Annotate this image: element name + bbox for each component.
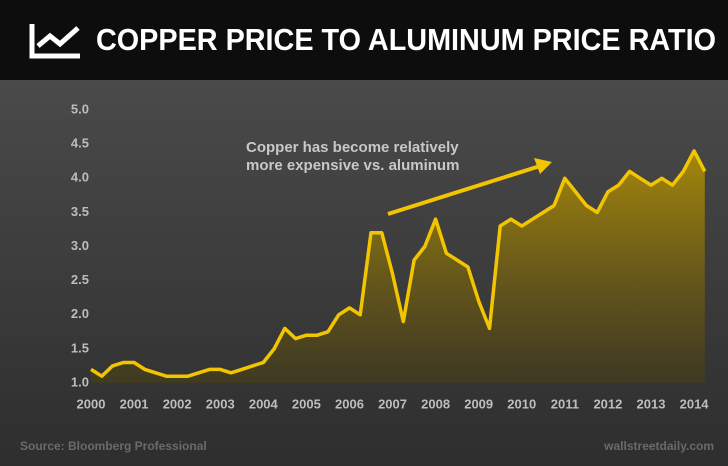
y-tick-label: 2.5 — [71, 272, 89, 287]
x-tick-label: 2008 — [421, 396, 450, 411]
credit: wallstreetdaily.com — [603, 439, 714, 453]
x-tick-label: 2005 — [292, 396, 321, 411]
y-tick-label: 2.0 — [71, 306, 89, 321]
x-tick-label: 2000 — [77, 396, 106, 411]
source: Source: Bloomberg Professional — [20, 439, 207, 453]
annotation-arrow — [387, 158, 552, 216]
x-tick-label: 2003 — [206, 396, 235, 411]
x-tick-label: 2013 — [637, 396, 666, 411]
chart-title: COPPER PRICE TO ALUMINUM PRICE RATIO — [96, 22, 716, 57]
x-tick-label: 2006 — [335, 396, 364, 411]
y-tick-label: 5.0 — [71, 101, 89, 116]
y-tick-label: 3.5 — [71, 204, 89, 219]
x-tick-label: 2014 — [680, 396, 710, 411]
chart-icon — [29, 24, 80, 59]
y-tick-label: 4.0 — [71, 170, 89, 185]
x-tick-label: 2011 — [551, 396, 579, 411]
x-tick-label: 2012 — [593, 396, 622, 411]
x-tick-label: 2010 — [507, 396, 536, 411]
x-tick-label: 2009 — [464, 396, 493, 411]
y-tick-label: 3.0 — [71, 238, 89, 253]
x-tick-label: 2007 — [378, 396, 407, 411]
ratio-line — [90, 149, 707, 378]
y-tick-label: 1.0 — [71, 374, 89, 389]
x-tick-label: 2001 — [120, 396, 149, 411]
title-bar — [0, 0, 728, 80]
annotation: more expensive vs. aluminum — [246, 157, 459, 174]
x-tick-label: 2002 — [163, 396, 192, 411]
y-tick-label: 4.5 — [71, 136, 89, 151]
y-tick-label: 1.5 — [71, 340, 89, 355]
x-tick-label: 2004 — [249, 396, 279, 411]
annotation: Copper has become relatively — [246, 139, 459, 156]
